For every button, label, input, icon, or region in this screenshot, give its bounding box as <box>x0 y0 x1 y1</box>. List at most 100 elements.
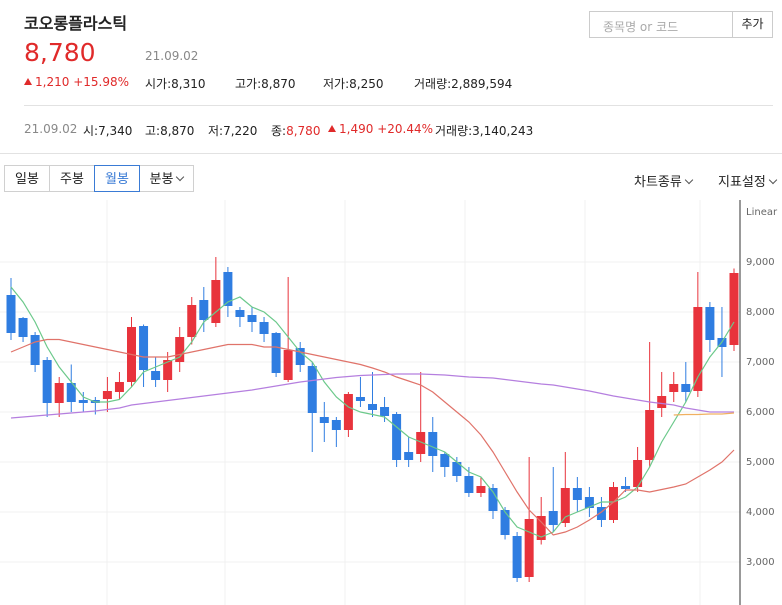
candle-body <box>705 307 715 340</box>
candle-body <box>6 295 16 333</box>
close-label: 종: <box>271 124 287 138</box>
time-grid <box>106 200 701 605</box>
candle-body <box>187 305 197 337</box>
candle-body <box>476 486 486 493</box>
candle-body <box>669 384 679 392</box>
summary-item: 저:7,220 <box>208 124 258 138</box>
summary-change: 1,490 +20.44% <box>328 122 433 136</box>
summary-close: 종:8,780 <box>271 122 320 139</box>
moving-average-line <box>10 373 734 419</box>
candle-body <box>464 476 474 493</box>
candle-body <box>319 417 329 423</box>
candle-body <box>524 519 534 577</box>
candle-body <box>380 407 390 416</box>
candle-body <box>175 337 185 362</box>
candle-body <box>139 326 149 370</box>
candle-body <box>114 382 124 392</box>
period-tab[interactable]: 일봉 <box>4 165 50 192</box>
search-box[interactable]: 종목명 or 코드 <box>589 11 733 38</box>
close-value: 8,780 <box>286 124 321 138</box>
add-button[interactable]: 추가 <box>732 11 773 38</box>
divider <box>24 105 773 106</box>
candle-body <box>500 510 510 535</box>
moving-average-line <box>10 338 735 536</box>
candle-body <box>271 333 281 373</box>
candle-body <box>657 396 667 408</box>
candle-body <box>223 272 233 306</box>
candle-body <box>18 318 28 337</box>
period-tab[interactable]: 분봉 <box>139 165 194 192</box>
chart: Linear 3,000 4,000 5,000 6,000 7,000 8,000 9,0… <box>0 200 778 605</box>
y-tick-label: 6,000 <box>746 407 775 418</box>
candle-body <box>102 391 112 399</box>
candle-body <box>66 383 76 402</box>
change: 1,210 <box>35 75 70 89</box>
summary-item: 고:8,870 <box>145 124 195 138</box>
candle-body <box>729 273 739 345</box>
candle-body <box>572 488 582 500</box>
candle-body <box>295 348 305 365</box>
candle-body <box>283 350 293 380</box>
candle-body <box>416 432 426 454</box>
candle-body <box>645 410 655 460</box>
y-tick-label: 3,000 <box>746 557 775 568</box>
stat: 시가:8,310 <box>145 77 206 91</box>
stat: 거래량:2,889,594 <box>414 77 513 91</box>
candle-body <box>536 516 546 540</box>
period-tab[interactable]: 주봉 <box>49 165 95 192</box>
stock-title: 코오롱플라스틱 <box>24 14 128 33</box>
candle-body <box>199 300 209 320</box>
stat: 고가:8,870 <box>235 77 296 91</box>
candle-body <box>42 360 52 403</box>
period-tab[interactable]: 월봉 <box>94 165 140 192</box>
candle-body <box>247 315 257 322</box>
summary-volume: 거래량:3,140,243 <box>435 124 534 138</box>
candle-body <box>548 511 558 525</box>
candle-body <box>307 366 317 413</box>
change: 1,490 <box>339 122 374 136</box>
candle-body <box>368 404 377 410</box>
candle-body <box>440 454 450 467</box>
candle-body <box>693 307 703 391</box>
candle-body <box>609 487 618 520</box>
price-date: 21.09.02 <box>145 49 199 63</box>
candle-body <box>211 280 221 323</box>
y-tick-label: 7,000 <box>746 357 775 368</box>
candle-body <box>621 486 631 489</box>
price: 8,780 <box>24 38 96 67</box>
search-placeholder: 종목명 or 코드 <box>603 20 679 34</box>
stat: 저가:8,250 <box>323 77 384 91</box>
candle-body <box>633 460 643 487</box>
candle-body <box>512 536 522 578</box>
chart-type-menu[interactable]: 차트종류 <box>634 171 692 190</box>
candle-body <box>452 462 462 476</box>
candle-body <box>488 488 498 511</box>
candle-body <box>560 488 570 523</box>
y-tick-label: 5,000 <box>746 457 775 468</box>
candle-body <box>235 310 245 317</box>
divider <box>0 153 782 154</box>
candle-body <box>343 394 353 430</box>
candles <box>6 257 739 582</box>
summary-item: 시:7,340 <box>83 124 133 138</box>
indicator-menu[interactable]: 지표설정 <box>718 171 776 190</box>
candle-body <box>30 335 40 365</box>
candle-body <box>151 371 161 380</box>
candle-body <box>331 420 341 430</box>
candle-body <box>163 360 173 380</box>
y-tick-label: 4,000 <box>746 507 775 518</box>
change-pct: +20.44% <box>377 122 433 136</box>
candle-body <box>259 322 269 334</box>
candle-body <box>78 400 88 403</box>
candle-body <box>355 397 365 401</box>
y-tick-label: 8,000 <box>746 307 775 318</box>
scale-label: Linear <box>746 207 778 218</box>
candle-body <box>392 414 402 460</box>
candle-body <box>404 452 414 460</box>
candle-body <box>54 383 64 403</box>
summary-date: 21.09.02 <box>24 122 78 136</box>
up-triangle <box>24 78 32 85</box>
moving-average-line <box>673 412 735 416</box>
candle-body <box>584 497 594 508</box>
y-tick-label: 9,000 <box>746 257 775 268</box>
